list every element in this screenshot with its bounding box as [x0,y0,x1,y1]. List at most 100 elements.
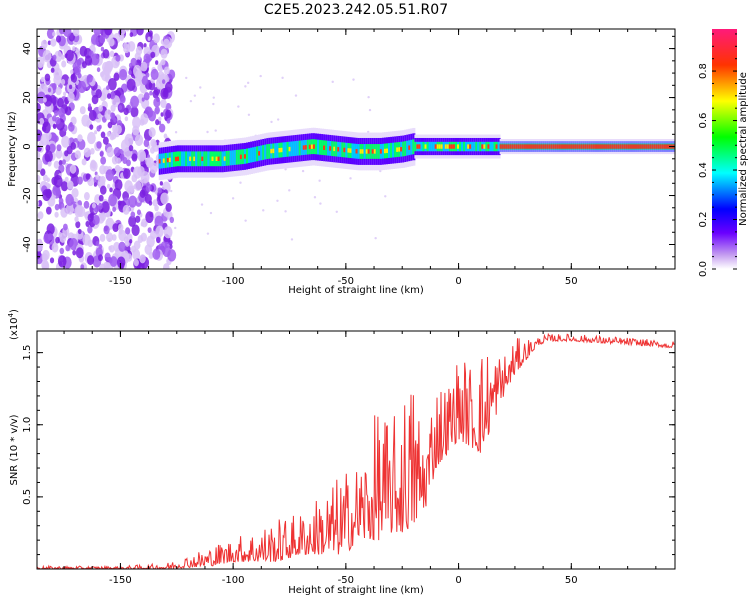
heatmap-cell [106,85,110,91]
heatmap-cell [280,147,284,153]
heatmap-cell [46,223,55,235]
heatmap-cell [100,156,107,165]
heatmap-cell [657,144,661,149]
heatmap-cell [107,78,117,91]
heatmap-cell [48,143,56,153]
heatmap-cell [130,245,137,253]
heatmap-cell [53,105,58,111]
heatmap-cell [432,141,436,152]
heatmap-cell [158,123,166,133]
heatmap-cell [89,124,94,130]
heatmap-cell [294,94,298,97]
heatmap-cell [568,144,572,149]
heatmap-cell [131,224,140,236]
heatmap-cell [98,194,104,202]
heatmap-cell [54,110,59,117]
heatmap-cell [119,94,126,102]
heatmap-cell [99,150,104,157]
snr-panel: -150 -100 -50 0 50 0.5 1.0 1.5 Height of straig… [7,309,676,596]
heatmap-cell [185,76,188,80]
heatmap-cell [75,47,79,53]
heatmap-cell [68,84,73,90]
heatmap-cell [260,145,264,161]
heatmap-cell [109,50,115,58]
heatmap-cell [314,139,318,155]
heatmap-cell [231,197,235,200]
heatmap-cell [412,139,416,155]
heatmap-cell [55,148,63,159]
heatmap-cell [590,144,594,149]
heatmap-cell [143,46,151,57]
heatmap-cell [312,144,316,149]
chart-title: C2E5.2023.242.05.51.R07 [263,2,449,18]
heatmap-cell [118,241,126,252]
heatmap-cell [379,149,383,154]
heatmap-cell [158,116,162,122]
heatmap-cell [601,144,605,149]
heatmap-cell [316,139,320,155]
heatmap-cell [63,29,72,38]
heatmap-cell [47,40,52,46]
heatmap-cell [165,109,172,119]
heatmap-cell [633,144,637,149]
heatmap-cell [623,144,627,149]
heatmap-cell [343,147,347,153]
heatmap-cell [206,130,209,134]
heatmap-cell [160,48,168,59]
heatmap-cell [534,144,538,149]
heatmap-cell [341,142,345,158]
snr-x-tick-label: 0 [455,575,461,586]
heatmap-cell [147,36,151,41]
heatmap-cell [331,141,335,157]
heatmap-cell [37,174,41,183]
heatmap-cell [53,67,63,81]
heatmap-cell [254,146,258,162]
heatmap-cell [55,86,62,96]
heatmap-cell [77,134,83,142]
heatmap-cell [521,144,525,149]
heatmap-cell [122,204,130,215]
heatmap-cell [113,117,117,123]
heatmap-cell [47,161,52,167]
heatmap-cell [406,140,410,156]
heatmap-cell [288,146,292,152]
heatmap-cell [126,78,136,91]
heatmap-cell [154,106,160,115]
heatmap-cell [87,213,94,222]
heatmap-cell [530,144,534,149]
heatmap-cell [661,144,665,149]
heatmap-cell [62,223,68,231]
heatmap-cell [143,177,148,184]
heatmap-cell [135,46,143,56]
heatmap-cell [176,156,180,161]
heatmap-cell [448,144,452,149]
heatmap-cell [132,166,142,179]
heatmap-cell [94,130,98,135]
heatmap-cell [37,211,44,220]
heatmap-cell [298,140,302,156]
heatmap-cell [367,149,371,154]
heatmap-cell [576,144,580,149]
heatmap-cell [359,149,363,154]
heatmap-cell [262,209,265,212]
heatmap-cell [74,205,83,218]
heatmap-cell [137,149,146,162]
heatmap-cell [109,256,118,268]
heatmap-cell [523,144,527,149]
heatmap-cell [42,49,52,63]
heatmap-cell [272,148,276,154]
heatmap-cell [38,62,43,67]
snr-frame [36,330,676,570]
heatmap-cell [617,144,621,149]
heatmap-cell [199,151,203,167]
heatmap-cell [245,148,249,164]
heatmap-cell [93,29,102,36]
heatmap-cell [241,149,245,165]
heatmap-cell [116,157,121,164]
heatmap-cell [140,61,148,72]
heatmap-cell [517,144,521,149]
heatmap-cell [110,112,115,119]
heatmap-cell [113,72,120,81]
heatmap-cell [507,144,511,149]
heatmap-cell [327,140,331,156]
